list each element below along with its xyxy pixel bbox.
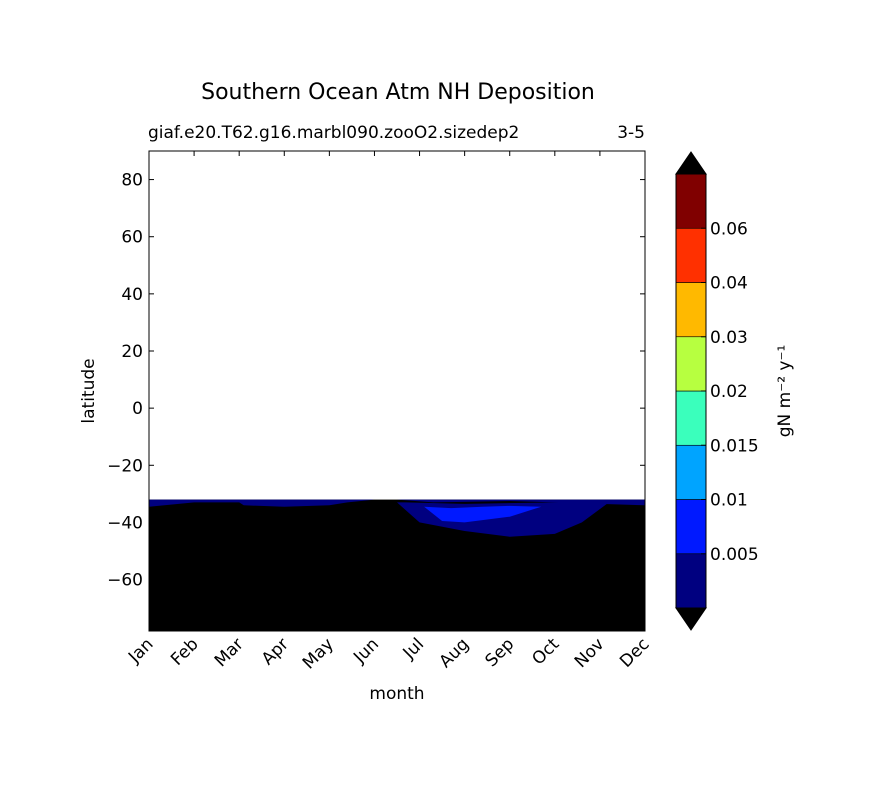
- chart-title: Southern Ocean Atm NH Deposition: [201, 80, 595, 105]
- colorbar-tick-label: 0.06: [710, 219, 748, 239]
- colorbar-segment: [675, 553, 707, 609]
- plot-area: [148, 150, 646, 632]
- colorbar-tick-label: 0.005: [710, 545, 759, 565]
- chart-subtitle-left: giaf.e20.T62.g16.marbl090.zooO2.sizedep2: [148, 123, 519, 143]
- colorbar-segment: [675, 444, 707, 500]
- colorbar-segment: [675, 336, 707, 392]
- xtick-label: Jan: [124, 634, 157, 667]
- plot-frame: [148, 150, 646, 632]
- xtick-label: May: [299, 634, 338, 673]
- ytick-label: 80: [121, 171, 143, 191]
- contour-region-4: [424, 505, 542, 523]
- xtick-label: Mar: [211, 634, 248, 671]
- y-axis-ticks: 80 60 40 20 0 −20 −40 −60: [107, 171, 645, 591]
- xtick-label: Sep: [481, 634, 518, 671]
- colorbar-label: gN m⁻² y⁻¹: [775, 345, 795, 438]
- colorbar-extend-top: [675, 151, 707, 175]
- ytick-label: 40: [121, 285, 143, 305]
- y-axis-label: latitude: [79, 358, 99, 423]
- colorbar-tick-label: 0.01: [710, 491, 748, 511]
- ytick-label: −40: [107, 513, 143, 533]
- xtick-label: Oct: [528, 634, 563, 669]
- ytick-label: 0: [132, 399, 143, 419]
- x-axis-label: month: [369, 684, 424, 704]
- colorbar-segment: [675, 499, 707, 555]
- ytick-label: 60: [121, 228, 143, 248]
- xtick-label: Aug: [436, 634, 474, 672]
- xtick-label: Dec: [616, 634, 653, 671]
- ytick-label: −60: [107, 571, 143, 591]
- colorbar-tick-label: 0.02: [710, 382, 748, 402]
- xtick-label: Apr: [258, 634, 293, 669]
- colorbar-tick-label: 0.04: [710, 274, 748, 294]
- contour-region-2: [397, 499, 645, 506]
- xtick-label: Nov: [571, 634, 609, 672]
- ytick-label: −20: [107, 456, 143, 476]
- colorbar-tick-label: 0.015: [710, 436, 759, 456]
- contour-region-1: [149, 499, 375, 507]
- colorbar-segment: [675, 173, 707, 229]
- colorbar: 0.005 0.01 0.015 0.02 0.03 0.04 0.06: [675, 151, 759, 631]
- colorbar-segment: [675, 227, 707, 283]
- xtick-label: Jul: [399, 634, 428, 663]
- xtick-label: Jun: [349, 634, 383, 668]
- colorbar-tick-label: 0.03: [710, 328, 748, 348]
- colorbar-segment: [675, 390, 707, 446]
- xtick-label: Feb: [167, 634, 202, 669]
- chart-subtitle-right: 3-5: [617, 123, 645, 143]
- ytick-label: 20: [121, 342, 143, 362]
- colorbar-extend-bottom: [675, 607, 707, 631]
- colorbar-segment: [675, 282, 707, 338]
